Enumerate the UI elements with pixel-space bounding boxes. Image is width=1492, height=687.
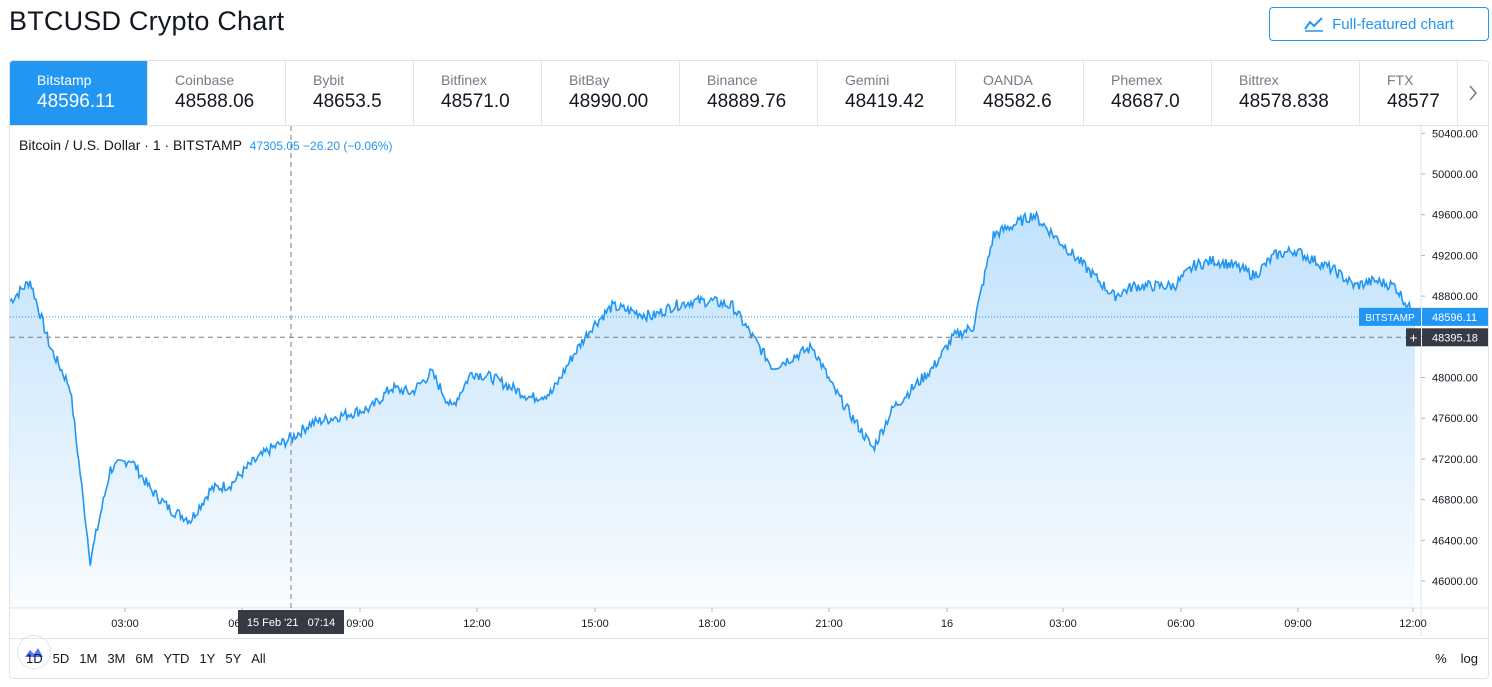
tab-name: Gemini xyxy=(845,72,890,88)
range-button-3m[interactable]: 3M xyxy=(107,651,126,666)
last-price-exchange-bg xyxy=(1359,307,1421,326)
y-tick-label: 48000.00 xyxy=(1432,373,1478,385)
range-button-1d[interactable]: 1D xyxy=(26,651,43,666)
tab-price: 48687.0 xyxy=(1111,91,1180,112)
price-chart[interactable]: 46000.00 46400.00 46800.00 47200.00 47600.00… xyxy=(10,126,1488,637)
y-tick-label: 49600.00 xyxy=(1432,210,1478,222)
range-button-1y[interactable]: 1Y xyxy=(199,651,216,666)
tab-price: 48596.11 xyxy=(37,91,115,112)
x-tick-label: 16 xyxy=(941,618,953,630)
tab-name: FTX xyxy=(1387,72,1414,88)
tab-name: BitBay xyxy=(569,72,610,88)
tab-ftx[interactable]: FTX 48577 xyxy=(1360,61,1458,125)
y-tick-label: 47600.00 xyxy=(1432,413,1478,425)
tab-bitfinex[interactable]: Bitfinex 48571.0 xyxy=(414,61,542,125)
tab-bitstamp[interactable]: Bitstamp 48596.11 xyxy=(10,61,148,125)
exchange-tabs: Bitstamp 48596.11 Coinbase 48588.06 Bybi… xyxy=(10,61,1488,126)
x-tick-label: 12:00 xyxy=(1399,618,1427,630)
chart-area[interactable]: 46000.00 46400.00 46800.00 47200.00 47600.00… xyxy=(10,126,1488,669)
crosshair-plus-bg[interactable] xyxy=(1406,328,1421,347)
tab-price: 48419.42 xyxy=(845,91,925,112)
tab-name: Coinbase xyxy=(175,72,235,88)
x-tick-label: 15:00 xyxy=(581,618,609,630)
tab-name: Phemex xyxy=(1111,72,1163,88)
range-button-ytd[interactable]: YTD xyxy=(163,651,190,666)
range-button-1m[interactable]: 1M xyxy=(79,651,98,666)
chart-widget: Bitstamp 48596.11 Coinbase 48588.06 Bybi… xyxy=(9,60,1489,679)
tab-price: 48578.838 xyxy=(1239,91,1329,112)
last-price-exchange-label: BITSTAMP xyxy=(1365,313,1415,324)
last-price-label-bg xyxy=(1422,307,1488,326)
tradingview-logo-icon xyxy=(25,648,43,657)
crosshair-time-label: 15 Feb '21 07:14 xyxy=(247,617,335,629)
crosshair-price-label: 48395.18 xyxy=(1432,332,1478,344)
x-tick-label: 03:00 xyxy=(1049,618,1077,630)
x-tick-label: 06:00 xyxy=(1167,618,1195,630)
bottom-toolbar: 1D 5D 1M 3M 6M YTD 1Y 5Y All % log xyxy=(10,638,1488,678)
y-tick-label: 48800.00 xyxy=(1432,291,1478,303)
y-tick-label: 50400.00 xyxy=(1432,128,1478,140)
tab-price: 48990.00 xyxy=(569,91,649,112)
crosshair-time-label-bg xyxy=(238,610,344,634)
y-tick-label: 46000.00 xyxy=(1432,576,1478,588)
tab-price: 48582.6 xyxy=(983,91,1052,112)
range-button-5d[interactable]: 5D xyxy=(52,651,70,666)
tab-bittrex[interactable]: Bittrex 48578.838 xyxy=(1212,61,1360,125)
page-title: BTCUSD Crypto Chart xyxy=(9,6,285,36)
range-buttons: 1D 5D 1M 3M 6M YTD 1Y 5Y All xyxy=(21,650,271,668)
range-button-all[interactable]: All xyxy=(251,651,266,666)
tab-coinbase[interactable]: Coinbase 48588.06 xyxy=(148,61,286,125)
x-tick-label: 21:00 xyxy=(815,618,843,630)
x-tick-label: 18:00 xyxy=(698,618,726,630)
tab-phemex[interactable]: Phemex 48687.0 xyxy=(1084,61,1212,125)
tab-name: OANDA xyxy=(983,72,1033,88)
tab-bitbay[interactable]: BitBay 48990.00 xyxy=(542,61,680,125)
tab-bybit[interactable]: Bybit 48653.5 xyxy=(286,61,414,125)
full-featured-chart-button[interactable]: Full-featured chart xyxy=(1269,7,1489,41)
price-area-fill xyxy=(10,212,1415,608)
chevron-right-icon xyxy=(1469,85,1477,101)
crosshair-plus-icon[interactable]: + xyxy=(1409,329,1417,345)
percent-scale-button[interactable]: % xyxy=(1435,651,1447,666)
tab-gemini[interactable]: Gemini 48419.42 xyxy=(818,61,956,125)
chart-line-icon xyxy=(1304,17,1324,32)
tab-oanda[interactable]: OANDA 48582.6 xyxy=(956,61,1084,125)
tab-name: Bittrex xyxy=(1239,72,1279,88)
tab-name: Binance xyxy=(707,72,758,88)
x-tick-label: 03:00 xyxy=(111,618,139,630)
crosshair-price-label-bg xyxy=(1422,328,1488,347)
tabs-scroll-right-button[interactable] xyxy=(1458,61,1488,125)
chart-legend: Bitcoin / U.S. Dollar · 1 · BITSTAMP 473… xyxy=(19,137,392,153)
tab-price: 48889.76 xyxy=(707,91,787,112)
x-tick-label: 09:00 xyxy=(346,618,374,630)
tab-price: 48653.5 xyxy=(313,91,382,112)
tradingview-logo-button[interactable] xyxy=(17,635,51,669)
range-button-5y[interactable]: 5Y xyxy=(225,651,242,666)
tab-name: Bybit xyxy=(313,72,345,88)
tab-binance[interactable]: Binance 48889.76 xyxy=(680,61,818,125)
x-tick-label: 12:00 xyxy=(463,618,491,630)
y-tick-label: 46800.00 xyxy=(1432,495,1478,507)
y-tick-label: 49200.00 xyxy=(1432,250,1478,262)
tab-name: Bitstamp xyxy=(37,72,92,88)
full-featured-chart-label: Full-featured chart xyxy=(1332,15,1454,33)
scale-buttons: % log xyxy=(1435,650,1478,668)
range-button-6m[interactable]: 6M xyxy=(135,651,154,666)
legend-symbol: Bitcoin / U.S. Dollar · 1 · BITSTAMP xyxy=(19,137,242,153)
tab-price: 48577 xyxy=(1387,91,1440,112)
tab-name: Bitfinex xyxy=(441,72,487,88)
x-tick-label: 09:00 xyxy=(1284,618,1312,630)
log-scale-button[interactable]: log xyxy=(1460,651,1478,666)
y-tick-label: 46400.00 xyxy=(1432,535,1478,547)
last-price-label: 48596.11 xyxy=(1432,312,1477,324)
legend-values: 47305.05 −26.20 (−0.06%) xyxy=(249,139,393,153)
tab-price: 48571.0 xyxy=(441,91,510,112)
y-tick-label: 47200.00 xyxy=(1432,454,1478,466)
y-tick-label: 50000.00 xyxy=(1432,169,1478,181)
tab-price: 48588.06 xyxy=(175,91,255,112)
price-line xyxy=(10,209,1416,566)
